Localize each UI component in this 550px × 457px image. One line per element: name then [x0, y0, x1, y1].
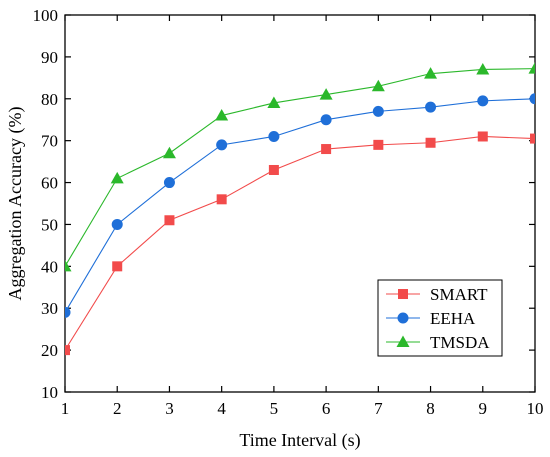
data-point — [424, 67, 438, 79]
y-tick-label: 40 — [41, 257, 58, 276]
data-point — [215, 109, 229, 121]
data-point — [373, 139, 384, 150]
series-tmsda — [65, 62, 535, 272]
series-eeha — [65, 93, 535, 318]
legend-marker — [397, 312, 409, 324]
x-tick-label: 2 — [113, 399, 122, 418]
data-point — [477, 95, 489, 107]
data-point — [321, 144, 332, 155]
legend-entry: SMART — [386, 285, 488, 304]
x-tick-label: 6 — [322, 399, 331, 418]
y-tick-label: 20 — [41, 341, 58, 360]
data-point — [216, 139, 228, 151]
x-tick-label: 8 — [426, 399, 435, 418]
data-point — [164, 215, 175, 226]
data-point — [216, 194, 227, 205]
legend-label: TMSDA — [430, 333, 490, 352]
data-point — [65, 306, 71, 318]
series-lines — [65, 62, 535, 356]
data-point — [530, 133, 535, 144]
y-tick-label: 70 — [41, 132, 58, 151]
y-tick-label: 100 — [33, 6, 59, 25]
data-point — [476, 62, 490, 75]
plot-frame — [64, 14, 536, 393]
data-point — [267, 96, 281, 108]
data-point — [372, 105, 384, 117]
data-point — [528, 62, 535, 74]
data-point — [112, 261, 123, 272]
y-tick-label: 90 — [41, 48, 58, 67]
data-point — [268, 130, 280, 142]
data-point — [110, 171, 124, 184]
x-tick-label: 5 — [270, 399, 279, 418]
series-line — [65, 98, 535, 313]
x-tick-label: 9 — [479, 399, 488, 418]
series-line — [65, 68, 535, 267]
data-point — [425, 101, 437, 113]
x-tick-label: 3 — [165, 399, 174, 418]
x-tick-label: 10 — [527, 399, 544, 418]
data-point — [163, 177, 175, 189]
data-point — [319, 88, 333, 100]
y-tick-label: 30 — [41, 299, 58, 318]
data-point — [371, 79, 385, 92]
data-point — [320, 114, 332, 126]
data-point — [65, 345, 70, 356]
data-point — [111, 218, 123, 230]
y-axis-title: Aggregation Accuracy (%) — [5, 107, 26, 301]
legend-label: SMART — [430, 285, 488, 304]
legend-entry: EEHA — [386, 309, 476, 328]
data-point — [477, 131, 488, 142]
x-axis-title: Time Interval (s) — [239, 430, 360, 451]
data-point — [529, 93, 535, 105]
y-tick-label: 10 — [41, 383, 58, 402]
legend-label: EEHA — [430, 309, 476, 328]
data-point — [65, 259, 72, 272]
legend: SMART EEHA TMSDA — [377, 279, 503, 357]
legend-marker — [398, 289, 408, 299]
data-point — [268, 164, 279, 175]
data-point — [425, 137, 436, 148]
x-tick-label: 1 — [61, 399, 70, 418]
y-tick-label: 50 — [41, 215, 58, 234]
data-point — [162, 146, 176, 159]
y-tick-label: 60 — [41, 174, 58, 193]
series-line — [65, 135, 535, 351]
y-tick-label: 80 — [41, 90, 58, 109]
x-tick-label: 7 — [374, 399, 383, 418]
legend-entry: TMSDA — [386, 333, 490, 352]
x-tick-label: 4 — [217, 399, 226, 418]
legend-marker — [396, 335, 410, 347]
axes: 1 2 3 4 5 6 7 8 9 10 10 20 30 40 50 60 70 80 90 100 — [33, 6, 544, 418]
series-smart — [65, 131, 535, 356]
